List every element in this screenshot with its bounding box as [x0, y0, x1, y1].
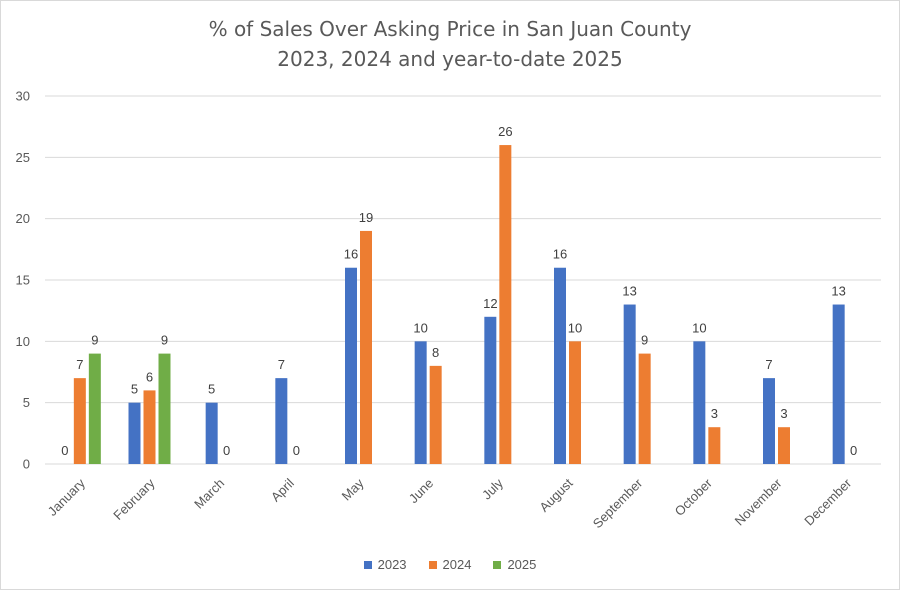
bars [73, 145, 845, 465]
data-label: 16 [553, 247, 567, 262]
x-tick-label: October [672, 475, 716, 519]
legend-label: 2023 [377, 557, 407, 572]
data-label: 13 [622, 284, 636, 299]
bar-2024-june [429, 365, 442, 464]
chart-title: % of Sales Over Asking Price in San Juan… [208, 17, 692, 41]
bar-2024-may [360, 230, 372, 464]
x-axis: January February March April May June July Augu… [45, 475, 855, 531]
bar-2024-january [73, 378, 86, 464]
data-label: 5 [131, 382, 138, 397]
data-label: 3 [711, 406, 718, 421]
legend-item-2025: 2025 [493, 557, 536, 572]
bar-2023-march [205, 402, 218, 464]
legend-swatch [493, 560, 502, 569]
legend-swatch [428, 560, 437, 569]
bar-2023-december [832, 304, 845, 464]
data-label: 3 [780, 406, 787, 421]
x-tick-label: April [268, 475, 297, 504]
bar-2023-april [275, 378, 288, 464]
legend-swatch [363, 560, 372, 569]
legend-item-2024: 2024 [428, 557, 472, 572]
data-label: 9 [91, 333, 98, 348]
bar-2024-july [499, 145, 512, 465]
bar-2023-august [554, 267, 566, 464]
x-tick-label: September [590, 475, 646, 531]
y-tick-label: 10 [16, 334, 30, 349]
x-tick-label: November [732, 475, 785, 528]
legend: 2023 2024 2025 [1, 557, 899, 572]
data-label: 10 [692, 320, 706, 335]
bar-2024-february [143, 390, 156, 464]
x-tick-label: March [191, 476, 227, 512]
data-label: 19 [359, 210, 373, 225]
bar-2024-november [778, 427, 790, 464]
data-label: 7 [765, 357, 772, 372]
y-tick-label: 5 [23, 395, 30, 410]
data-label: 0 [223, 443, 230, 458]
data-label: 9 [641, 333, 648, 348]
data-label: 12 [483, 296, 497, 311]
x-tick-label: May [339, 475, 367, 503]
data-label: 26 [498, 124, 512, 139]
data-label: 9 [161, 333, 168, 348]
bar-2023-june [414, 341, 427, 464]
x-tick-label: July [479, 475, 506, 502]
bar-2023-july [484, 316, 497, 464]
bar-2023-october [693, 341, 706, 464]
data-label: 6 [146, 369, 153, 384]
data-label: 0 [61, 443, 68, 458]
bar-2024-september [638, 353, 651, 464]
chart-subtitle: 2023, 2024 and year-to-date 2025 [277, 47, 623, 71]
y-tick-label: 20 [16, 211, 30, 226]
bar-2025-january [88, 353, 101, 464]
x-tick-label: December [801, 475, 854, 528]
data-label: 0 [293, 443, 300, 458]
data-label: 7 [76, 357, 83, 372]
y-tick-label: 30 [16, 89, 30, 104]
bar-2023-february [128, 402, 141, 464]
legend-label: 2025 [507, 557, 537, 572]
y-tick-label: 0 [23, 457, 30, 472]
data-label: 0 [850, 443, 857, 458]
bar-2024-august [569, 341, 581, 464]
data-label: 10 [413, 320, 427, 335]
data-label: 8 [432, 345, 439, 360]
bar-2023-may [345, 267, 357, 464]
bar-2024-october [708, 427, 721, 464]
y-tick-label: 15 [16, 273, 30, 288]
x-tick-label: February [110, 475, 158, 523]
bar-2025-february [158, 353, 171, 464]
data-label: 5 [208, 382, 215, 397]
legend-label: 2024 [442, 557, 472, 572]
y-axis: 0 5 10 15 20 25 30 [16, 89, 30, 472]
data-label: 10 [568, 320, 582, 335]
x-tick-label: June [406, 476, 437, 507]
legend-item-2023: 2023 [363, 557, 407, 572]
x-tick-label: January [45, 475, 89, 519]
bar-2023-september [623, 304, 636, 464]
bar-2023-november [763, 378, 775, 464]
data-label: 7 [278, 357, 285, 372]
data-label: 13 [831, 284, 845, 299]
x-tick-label: August [536, 475, 575, 514]
gridlines [45, 95, 881, 465]
y-tick-label: 25 [16, 150, 30, 165]
data-label: 16 [344, 247, 358, 262]
